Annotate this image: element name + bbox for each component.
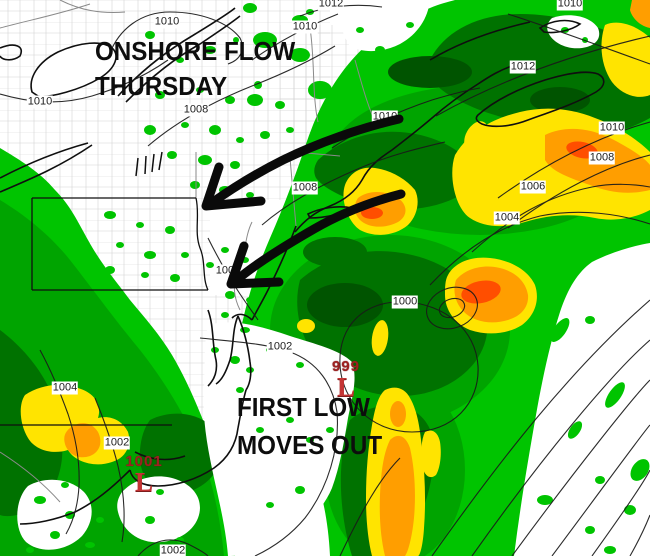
isobar-label: 1010	[26, 95, 54, 109]
annotation-line: ONSHORE FLOW	[95, 36, 296, 66]
annotation-line: MOVES OUT	[237, 430, 383, 460]
annotation-line: THURSDAY	[95, 71, 228, 101]
isobar-label: 1012	[317, 0, 345, 11]
isobar-label: 1010	[291, 20, 319, 34]
isobar-label: 1004	[493, 211, 521, 225]
isobar-label: 1010	[598, 121, 626, 135]
isobar-label: 1006	[519, 180, 547, 194]
isobar-label: 1008	[182, 103, 210, 117]
coastline-layer	[0, 7, 605, 525]
isobar-label: 1008	[291, 181, 319, 195]
annotation-onshore-flow: ONSHORE FLOW THURSDAY	[95, 36, 295, 106]
annotation-line: FIRST LOW	[237, 392, 370, 422]
isobar-label: 1004	[51, 381, 79, 395]
low-pressure-value: 1001	[125, 453, 163, 470]
low-pressure-symbol: L	[336, 372, 355, 402]
low-pressure-value: 999	[331, 358, 361, 375]
isobar-label: 1012	[509, 60, 537, 74]
isobar-label: 1008	[588, 151, 616, 165]
isobar-label: 1004	[214, 264, 242, 278]
isobar-label: 1002	[266, 340, 294, 354]
annotation-first-low: FIRST LOW MOVES OUT	[237, 392, 382, 468]
low-pressure-marker: 1001 L	[125, 453, 163, 497]
isobar-label: 1002	[159, 544, 187, 556]
isobar-label: 1010	[556, 0, 584, 11]
isobar-label: 1000	[391, 295, 419, 309]
isobar-label: 1010	[371, 110, 399, 124]
low-pressure-marker: 999 L	[331, 358, 361, 402]
low-pressure-symbol: L	[134, 467, 153, 497]
isobar-label: 1002	[103, 436, 131, 450]
isobar-label: 1010	[153, 15, 181, 29]
